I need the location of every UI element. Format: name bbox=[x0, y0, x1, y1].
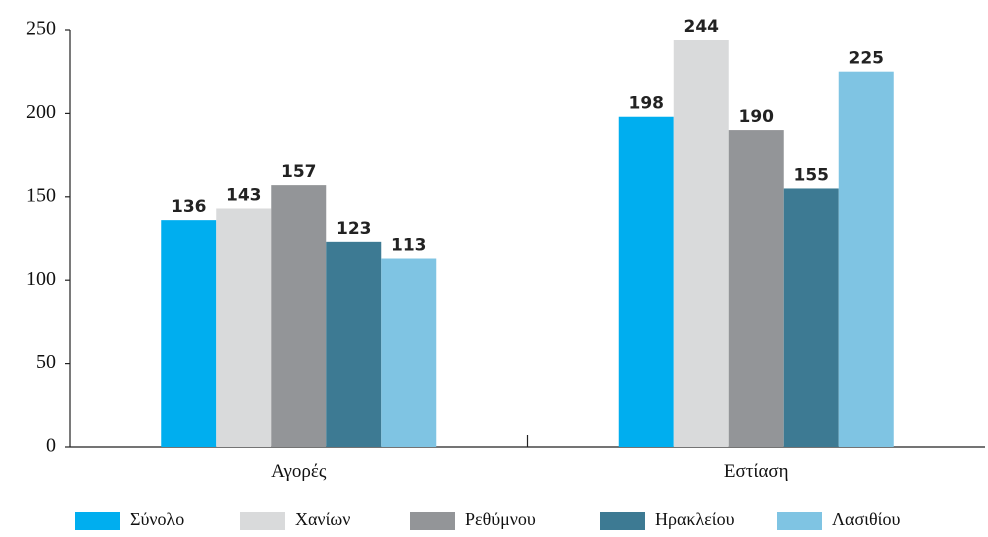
bar bbox=[783, 188, 839, 447]
legend-label: Χανίων bbox=[295, 509, 350, 529]
y-tick-label: 250 bbox=[26, 18, 56, 40]
bar bbox=[271, 185, 327, 447]
value-label: 244 bbox=[684, 17, 720, 37]
legend-swatch bbox=[240, 512, 285, 530]
x-tick-label: Εστίαση bbox=[724, 461, 789, 482]
bar bbox=[673, 40, 729, 448]
y-tick-label: 150 bbox=[26, 184, 56, 206]
bar bbox=[728, 130, 784, 447]
value-label: 198 bbox=[629, 94, 665, 114]
legend-swatch bbox=[600, 512, 645, 530]
y-tick-label: 200 bbox=[26, 101, 56, 123]
legend-label: Λασιθίου bbox=[832, 509, 900, 529]
bar bbox=[216, 208, 272, 447]
value-label: 143 bbox=[226, 185, 262, 205]
value-label: 123 bbox=[336, 219, 372, 239]
value-label: 113 bbox=[391, 236, 427, 256]
legend-label: Ηρακλείου bbox=[655, 509, 735, 529]
value-label: 225 bbox=[849, 49, 885, 69]
bar bbox=[381, 258, 437, 447]
value-label: 155 bbox=[794, 165, 830, 185]
y-tick-label: 100 bbox=[26, 268, 56, 290]
bar bbox=[161, 220, 217, 447]
legend-swatch bbox=[777, 512, 822, 530]
legend-swatch bbox=[410, 512, 455, 530]
bar bbox=[326, 241, 382, 447]
value-label: 190 bbox=[739, 107, 775, 127]
legend-swatch bbox=[75, 512, 120, 530]
bar bbox=[618, 116, 674, 448]
legend-label: Ρεθύμνου bbox=[465, 509, 536, 529]
bar bbox=[838, 71, 894, 447]
value-label: 157 bbox=[281, 162, 317, 182]
value-label: 136 bbox=[171, 197, 207, 217]
y-tick-label: 0 bbox=[46, 435, 56, 457]
legend-label: Σύνολο bbox=[130, 509, 184, 529]
y-tick-label: 50 bbox=[36, 351, 56, 373]
x-tick-label: Αγορές bbox=[271, 461, 327, 482]
